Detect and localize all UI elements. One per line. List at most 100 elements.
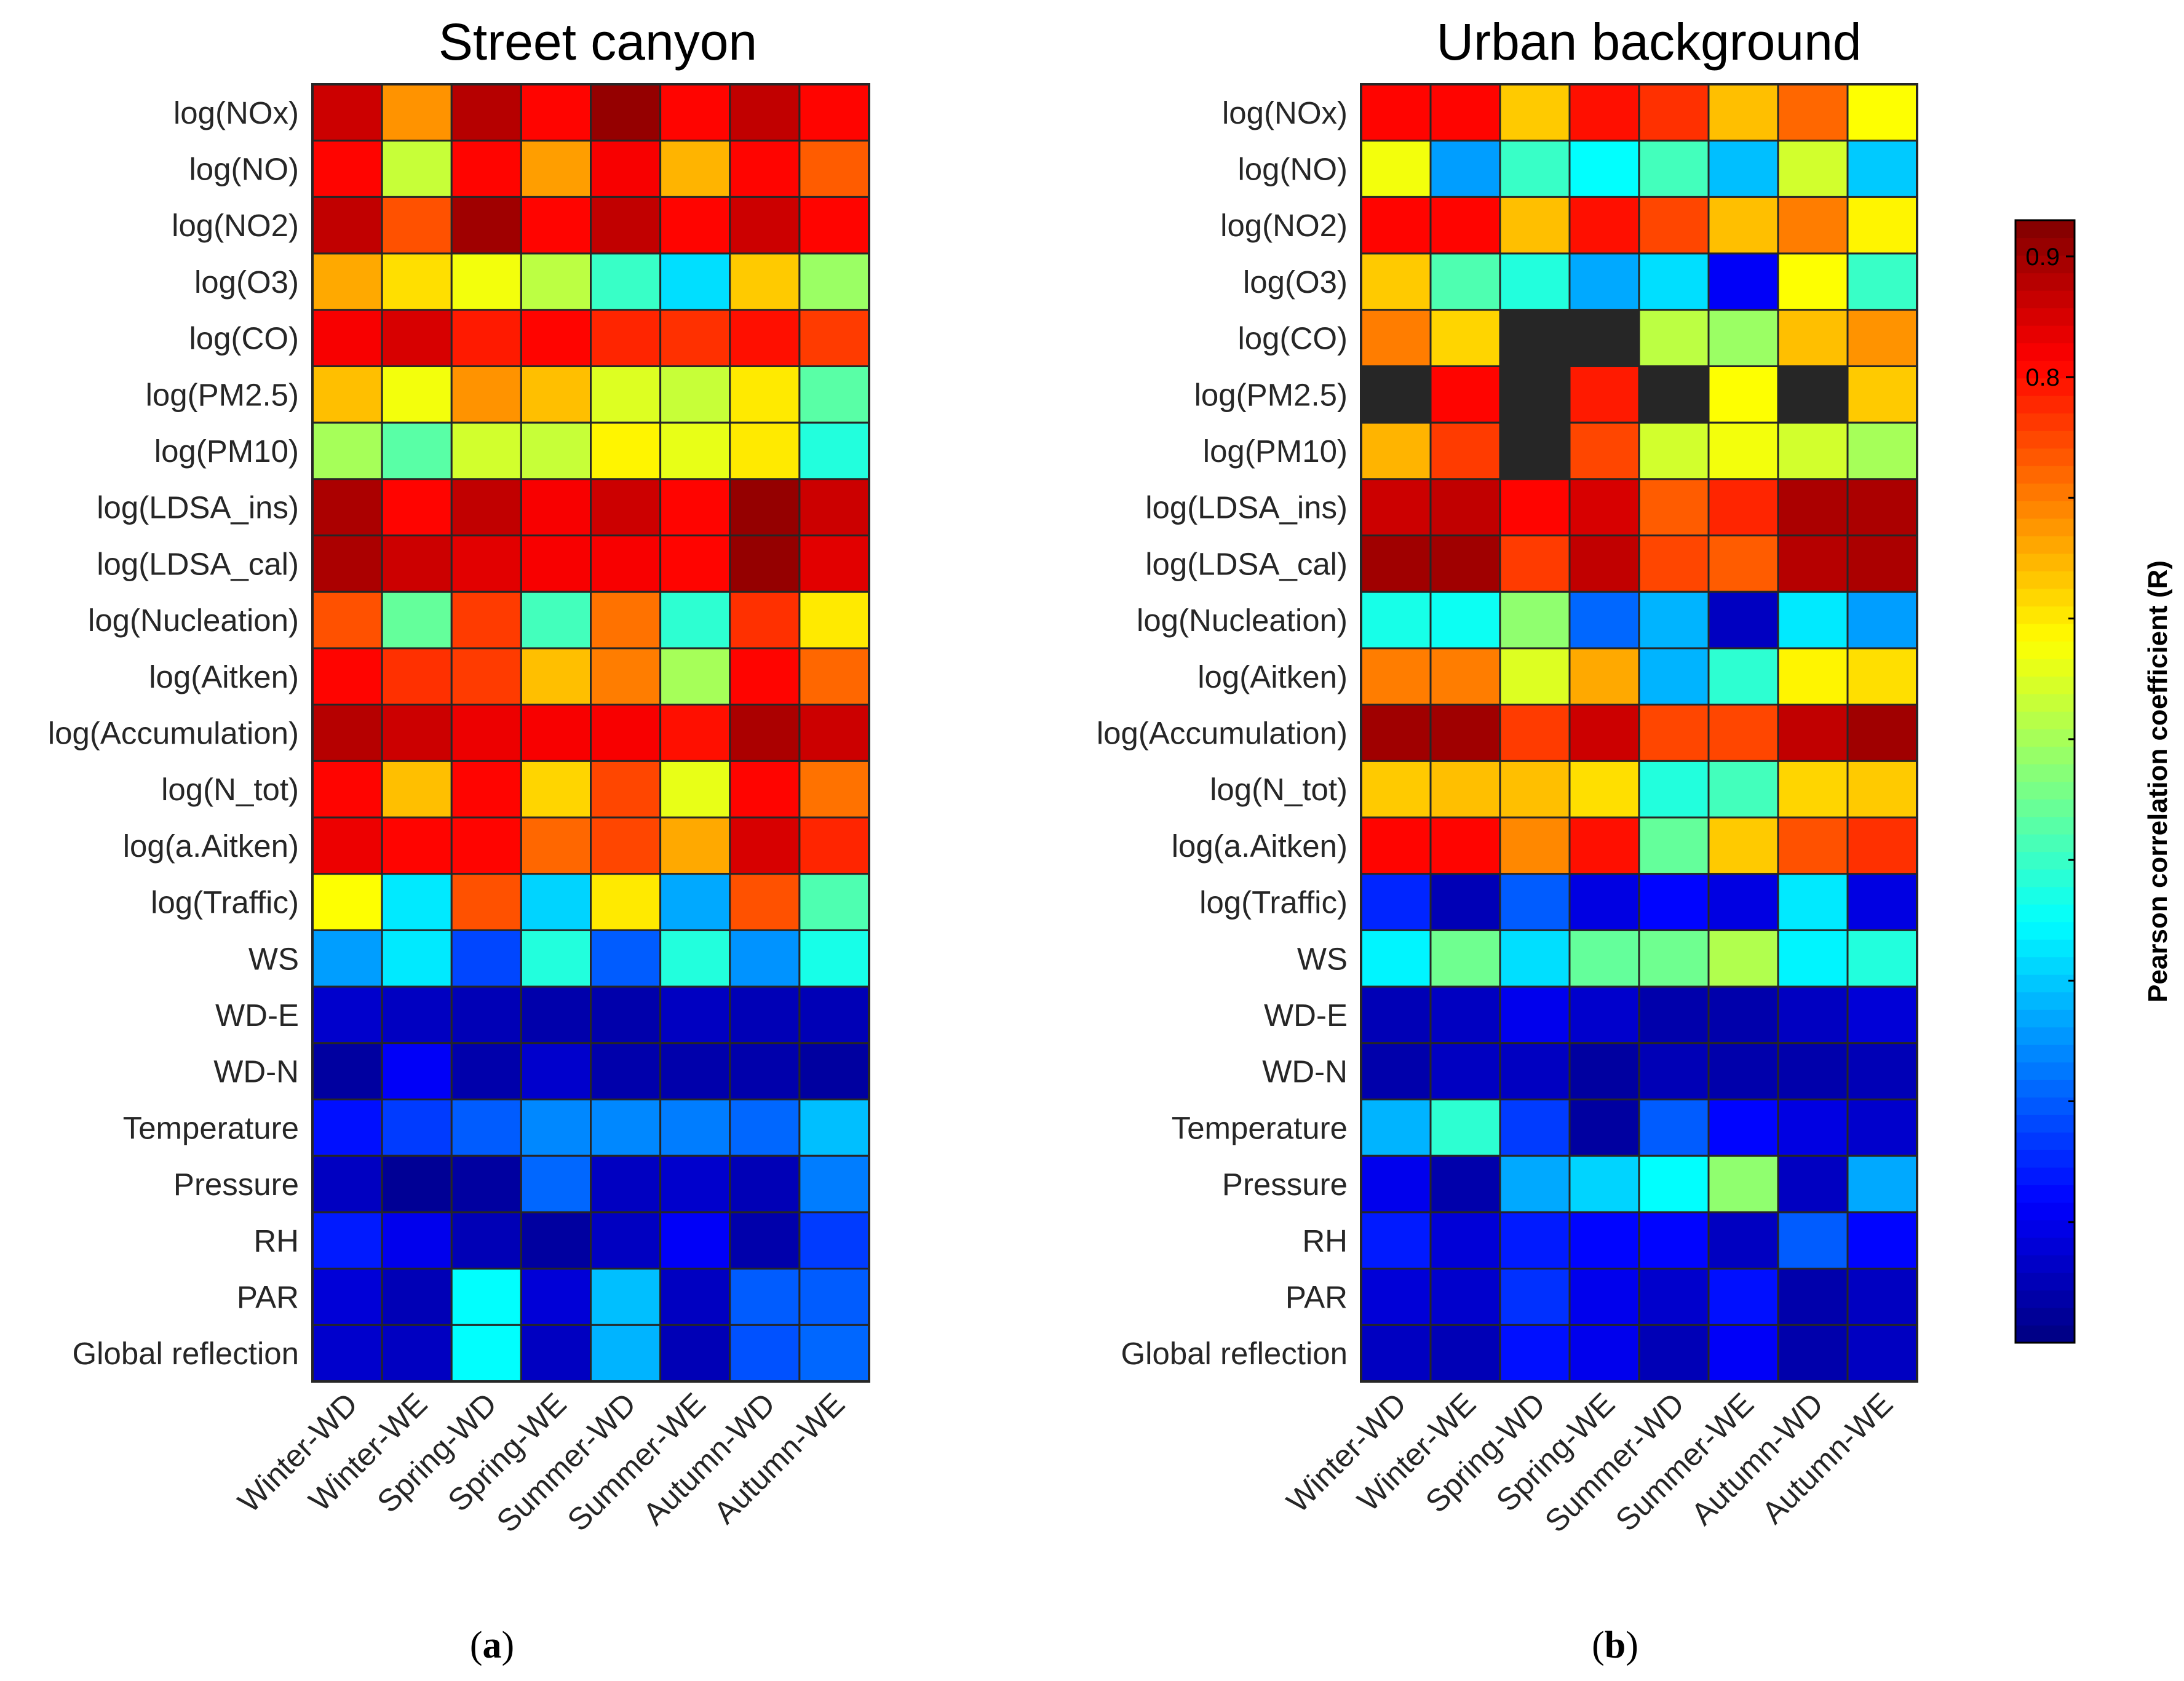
heatmap-cell	[520, 140, 592, 198]
heatmap-cell	[1429, 478, 1501, 537]
colorbar-segment	[2015, 1237, 2075, 1256]
colorbar-segment	[2015, 886, 2075, 905]
sublabel-letter: b	[1605, 1624, 1626, 1666]
colorbar-segment	[2015, 290, 2075, 309]
heatmap-cell	[1846, 704, 1918, 762]
heatmap-cell	[311, 873, 383, 931]
heatmap-cell	[1638, 421, 1710, 480]
heatmap-cell	[1360, 760, 1432, 819]
heatmap-cell	[659, 1099, 731, 1157]
heatmap-cell	[659, 478, 731, 537]
heatmap-cell	[381, 985, 453, 1044]
heatmap-cell	[311, 760, 383, 819]
heatmap-cell	[450, 647, 522, 706]
heatmap-cell	[1638, 985, 1710, 1044]
heatmap-cell	[1568, 590, 1640, 650]
heatmap-cell	[311, 929, 383, 988]
heatmap-cell	[1360, 365, 1432, 424]
row-label: log(NO2)	[172, 208, 299, 243]
heatmap-cell	[1846, 421, 1918, 480]
heatmap-cell	[520, 1099, 592, 1157]
heatmap-cell	[590, 647, 662, 706]
colorbar-segment	[2015, 343, 2075, 361]
heatmap-cell	[1568, 365, 1640, 424]
heatmap-cell	[1429, 365, 1501, 424]
heatmap-cell	[798, 590, 870, 650]
row-label: log(Traffic)	[151, 885, 299, 920]
heatmap-cell	[1499, 252, 1571, 311]
heatmap-cell	[590, 760, 662, 819]
heatmap-cell	[1707, 873, 1779, 931]
heatmap-cell	[520, 929, 592, 988]
heatmap-cell	[1360, 873, 1432, 931]
heatmap-cell	[729, 1268, 801, 1326]
heatmap-cell	[1568, 421, 1640, 480]
heatmap-cell	[311, 478, 383, 537]
heatmap-cell	[1638, 1324, 1710, 1383]
heatmap-cell	[381, 929, 453, 988]
heatmap-cell	[1846, 196, 1918, 255]
heatmap-cell	[729, 1154, 801, 1214]
heatmap-cell	[1499, 985, 1571, 1044]
heatmap-cell	[450, 873, 522, 931]
colorbar-segment	[2015, 1027, 2075, 1045]
heatmap-cell	[520, 985, 592, 1044]
heatmap-frame	[311, 83, 870, 1383]
heatmap-cell	[1777, 140, 1849, 198]
heatmap-cell	[1429, 760, 1501, 819]
heatmap-cell	[311, 196, 383, 255]
row-label: WD-E	[215, 998, 299, 1033]
heatmap-cell	[520, 535, 592, 593]
colorbar-segment	[2015, 728, 2075, 747]
heatmap-cell	[1707, 140, 1779, 198]
heatmap-cell	[520, 252, 592, 311]
heatmap-cell	[381, 1268, 453, 1326]
panel-title: Street canyon	[439, 13, 757, 71]
heatmap-cell	[1638, 1154, 1710, 1214]
heatmap-cell	[311, 1268, 383, 1326]
heatmap-cell	[1568, 83, 1640, 142]
heatmap-cell	[1360, 929, 1432, 988]
heatmap-cell	[1707, 590, 1779, 650]
row-label: log(NOx)	[1222, 95, 1348, 130]
row-label: Pressure	[173, 1167, 299, 1202]
colorbar-segment	[2015, 974, 2075, 993]
row-label: Global reflection	[72, 1336, 299, 1371]
heatmap-cell	[311, 365, 383, 424]
heatmap-cell	[381, 1324, 453, 1383]
heatmap-cell	[1360, 421, 1432, 480]
heatmap-cell	[729, 83, 801, 142]
row-label: log(LDSA_cal)	[97, 546, 299, 581]
heatmap-cell	[311, 985, 383, 1044]
heatmap-cell	[798, 929, 870, 988]
colorbar-segment	[2015, 431, 2075, 449]
heatmap-cell	[1568, 252, 1640, 311]
heatmap-cell	[659, 196, 731, 255]
heatmap-cell	[311, 647, 383, 706]
heatmap-cell	[1499, 365, 1571, 424]
sublabel-close: )	[502, 1624, 515, 1666]
row-label: log(NO)	[1237, 152, 1348, 187]
row-label: log(N_tot)	[1210, 772, 1348, 807]
colorbar-segment	[2015, 1062, 2075, 1080]
colorbar-tick-label: 0.9	[2025, 244, 2060, 271]
heatmap-cell	[311, 1211, 383, 1270]
colorbar-segment	[2015, 1307, 2075, 1326]
row-label: WD-N	[213, 1054, 299, 1089]
heatmap-cell	[1777, 647, 1849, 706]
heatmap-cell	[450, 1154, 522, 1214]
heatmap-cell	[1360, 478, 1432, 537]
heatmap-cell	[450, 985, 522, 1044]
heatmap-cell	[520, 1154, 592, 1214]
row-label: log(PM10)	[1203, 434, 1348, 469]
heatmap-cell	[729, 816, 801, 875]
heatmap-cell	[450, 83, 522, 142]
heatmap-cell	[1499, 421, 1571, 480]
heatmap-cell	[798, 873, 870, 931]
heatmap-cell	[798, 704, 870, 762]
heatmap-cell	[1568, 1268, 1640, 1326]
colorbar-segment	[2015, 1009, 2075, 1028]
heatmap-cell	[450, 309, 522, 367]
heatmap-cell	[520, 309, 592, 367]
heatmap-cell	[1499, 929, 1571, 988]
